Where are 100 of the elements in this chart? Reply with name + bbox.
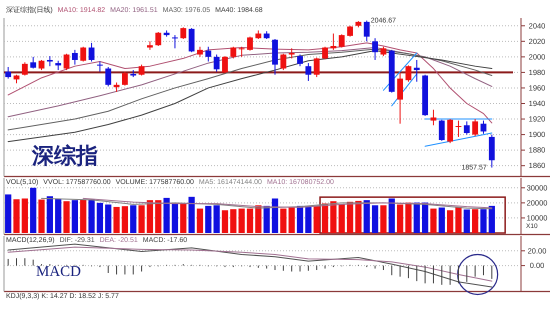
bar bbox=[230, 209, 236, 233]
bar bbox=[488, 206, 495, 233]
candlestick bbox=[314, 57, 320, 78]
bar bbox=[438, 208, 445, 233]
candlestick bbox=[430, 109, 436, 126]
candlestick bbox=[456, 120, 462, 138]
candlestick bbox=[55, 60, 62, 71]
bar bbox=[188, 196, 195, 233]
bar bbox=[55, 198, 62, 233]
bar bbox=[196, 208, 204, 233]
bar bbox=[163, 198, 170, 233]
candlestick bbox=[138, 64, 145, 76]
bar bbox=[138, 205, 145, 233]
bar bbox=[13, 199, 20, 233]
line-series bbox=[82, 198, 492, 208]
bar bbox=[314, 206, 320, 233]
candlestick bbox=[64, 53, 70, 71]
candlestick bbox=[222, 56, 228, 74]
bar bbox=[446, 210, 454, 233]
candlestick bbox=[188, 28, 195, 53]
candlestick bbox=[214, 54, 220, 72]
candlestick bbox=[447, 118, 454, 144]
bar bbox=[405, 202, 412, 233]
bar bbox=[63, 201, 70, 233]
bar bbox=[205, 206, 212, 233]
bar bbox=[113, 206, 120, 233]
candlestick bbox=[80, 46, 86, 62]
candlestick bbox=[472, 118, 478, 137]
bar bbox=[280, 208, 286, 233]
bar bbox=[105, 204, 112, 233]
candlestick bbox=[305, 62, 312, 82]
bar bbox=[455, 206, 462, 233]
bar bbox=[130, 205, 136, 233]
candlestick bbox=[96, 61, 103, 72]
bar bbox=[214, 205, 220, 233]
bar bbox=[246, 208, 254, 233]
candlestick bbox=[438, 119, 445, 142]
bar bbox=[388, 198, 395, 233]
candlestick bbox=[72, 49, 78, 66]
candlestick bbox=[247, 36, 253, 52]
bar bbox=[238, 208, 245, 233]
bar bbox=[288, 208, 295, 233]
candlestick bbox=[155, 31, 162, 46]
bar bbox=[422, 202, 428, 233]
candlestick bbox=[406, 64, 412, 82]
bar bbox=[255, 205, 262, 233]
candlestick bbox=[297, 54, 303, 67]
line-series bbox=[8, 246, 492, 282]
line-series bbox=[8, 244, 492, 288]
candlestick bbox=[38, 59, 44, 71]
candlestick bbox=[5, 66, 12, 80]
candlestick bbox=[480, 120, 486, 134]
candlestick bbox=[488, 134, 495, 168]
bar bbox=[338, 204, 345, 233]
candlestick bbox=[122, 71, 128, 86]
bar bbox=[264, 206, 270, 233]
line-series bbox=[41, 198, 492, 210]
candlestick bbox=[238, 46, 245, 58]
candlestick bbox=[280, 53, 286, 71]
bar bbox=[180, 203, 186, 233]
annotation: 深综指 bbox=[31, 143, 98, 168]
bar bbox=[364, 200, 370, 233]
bar bbox=[38, 200, 45, 233]
candlestick bbox=[197, 46, 203, 58]
candlestick bbox=[172, 34, 178, 49]
bar bbox=[96, 202, 104, 233]
candlestick bbox=[380, 46, 386, 57]
candlestick bbox=[46, 56, 53, 67]
bar bbox=[414, 202, 420, 233]
bar bbox=[5, 194, 12, 233]
bar bbox=[472, 209, 478, 233]
candlestick bbox=[88, 42, 94, 62]
candlestick bbox=[22, 62, 28, 76]
candlestick bbox=[330, 33, 336, 50]
candlestick bbox=[347, 25, 353, 38]
candlestick bbox=[288, 48, 295, 59]
candlestick bbox=[322, 46, 328, 60]
candlestick bbox=[338, 34, 345, 48]
bar bbox=[380, 205, 387, 233]
candlestick bbox=[180, 26, 186, 40]
bar bbox=[172, 202, 178, 233]
bar bbox=[222, 210, 228, 233]
bar bbox=[272, 198, 278, 233]
bar bbox=[155, 200, 162, 233]
candlestick bbox=[205, 46, 212, 62]
candlestick bbox=[464, 120, 470, 136]
bar bbox=[22, 198, 28, 233]
candlestick bbox=[230, 46, 236, 59]
bar bbox=[305, 206, 312, 233]
bar bbox=[88, 200, 95, 233]
bar bbox=[80, 200, 86, 233]
bar bbox=[372, 205, 378, 233]
bar bbox=[330, 201, 337, 233]
bar bbox=[122, 206, 128, 233]
bar bbox=[30, 188, 36, 233]
candlestick bbox=[364, 20, 370, 42]
bar bbox=[355, 200, 362, 233]
annotation: MACD bbox=[36, 264, 82, 280]
candlestick bbox=[105, 66, 112, 87]
bar bbox=[46, 196, 53, 233]
